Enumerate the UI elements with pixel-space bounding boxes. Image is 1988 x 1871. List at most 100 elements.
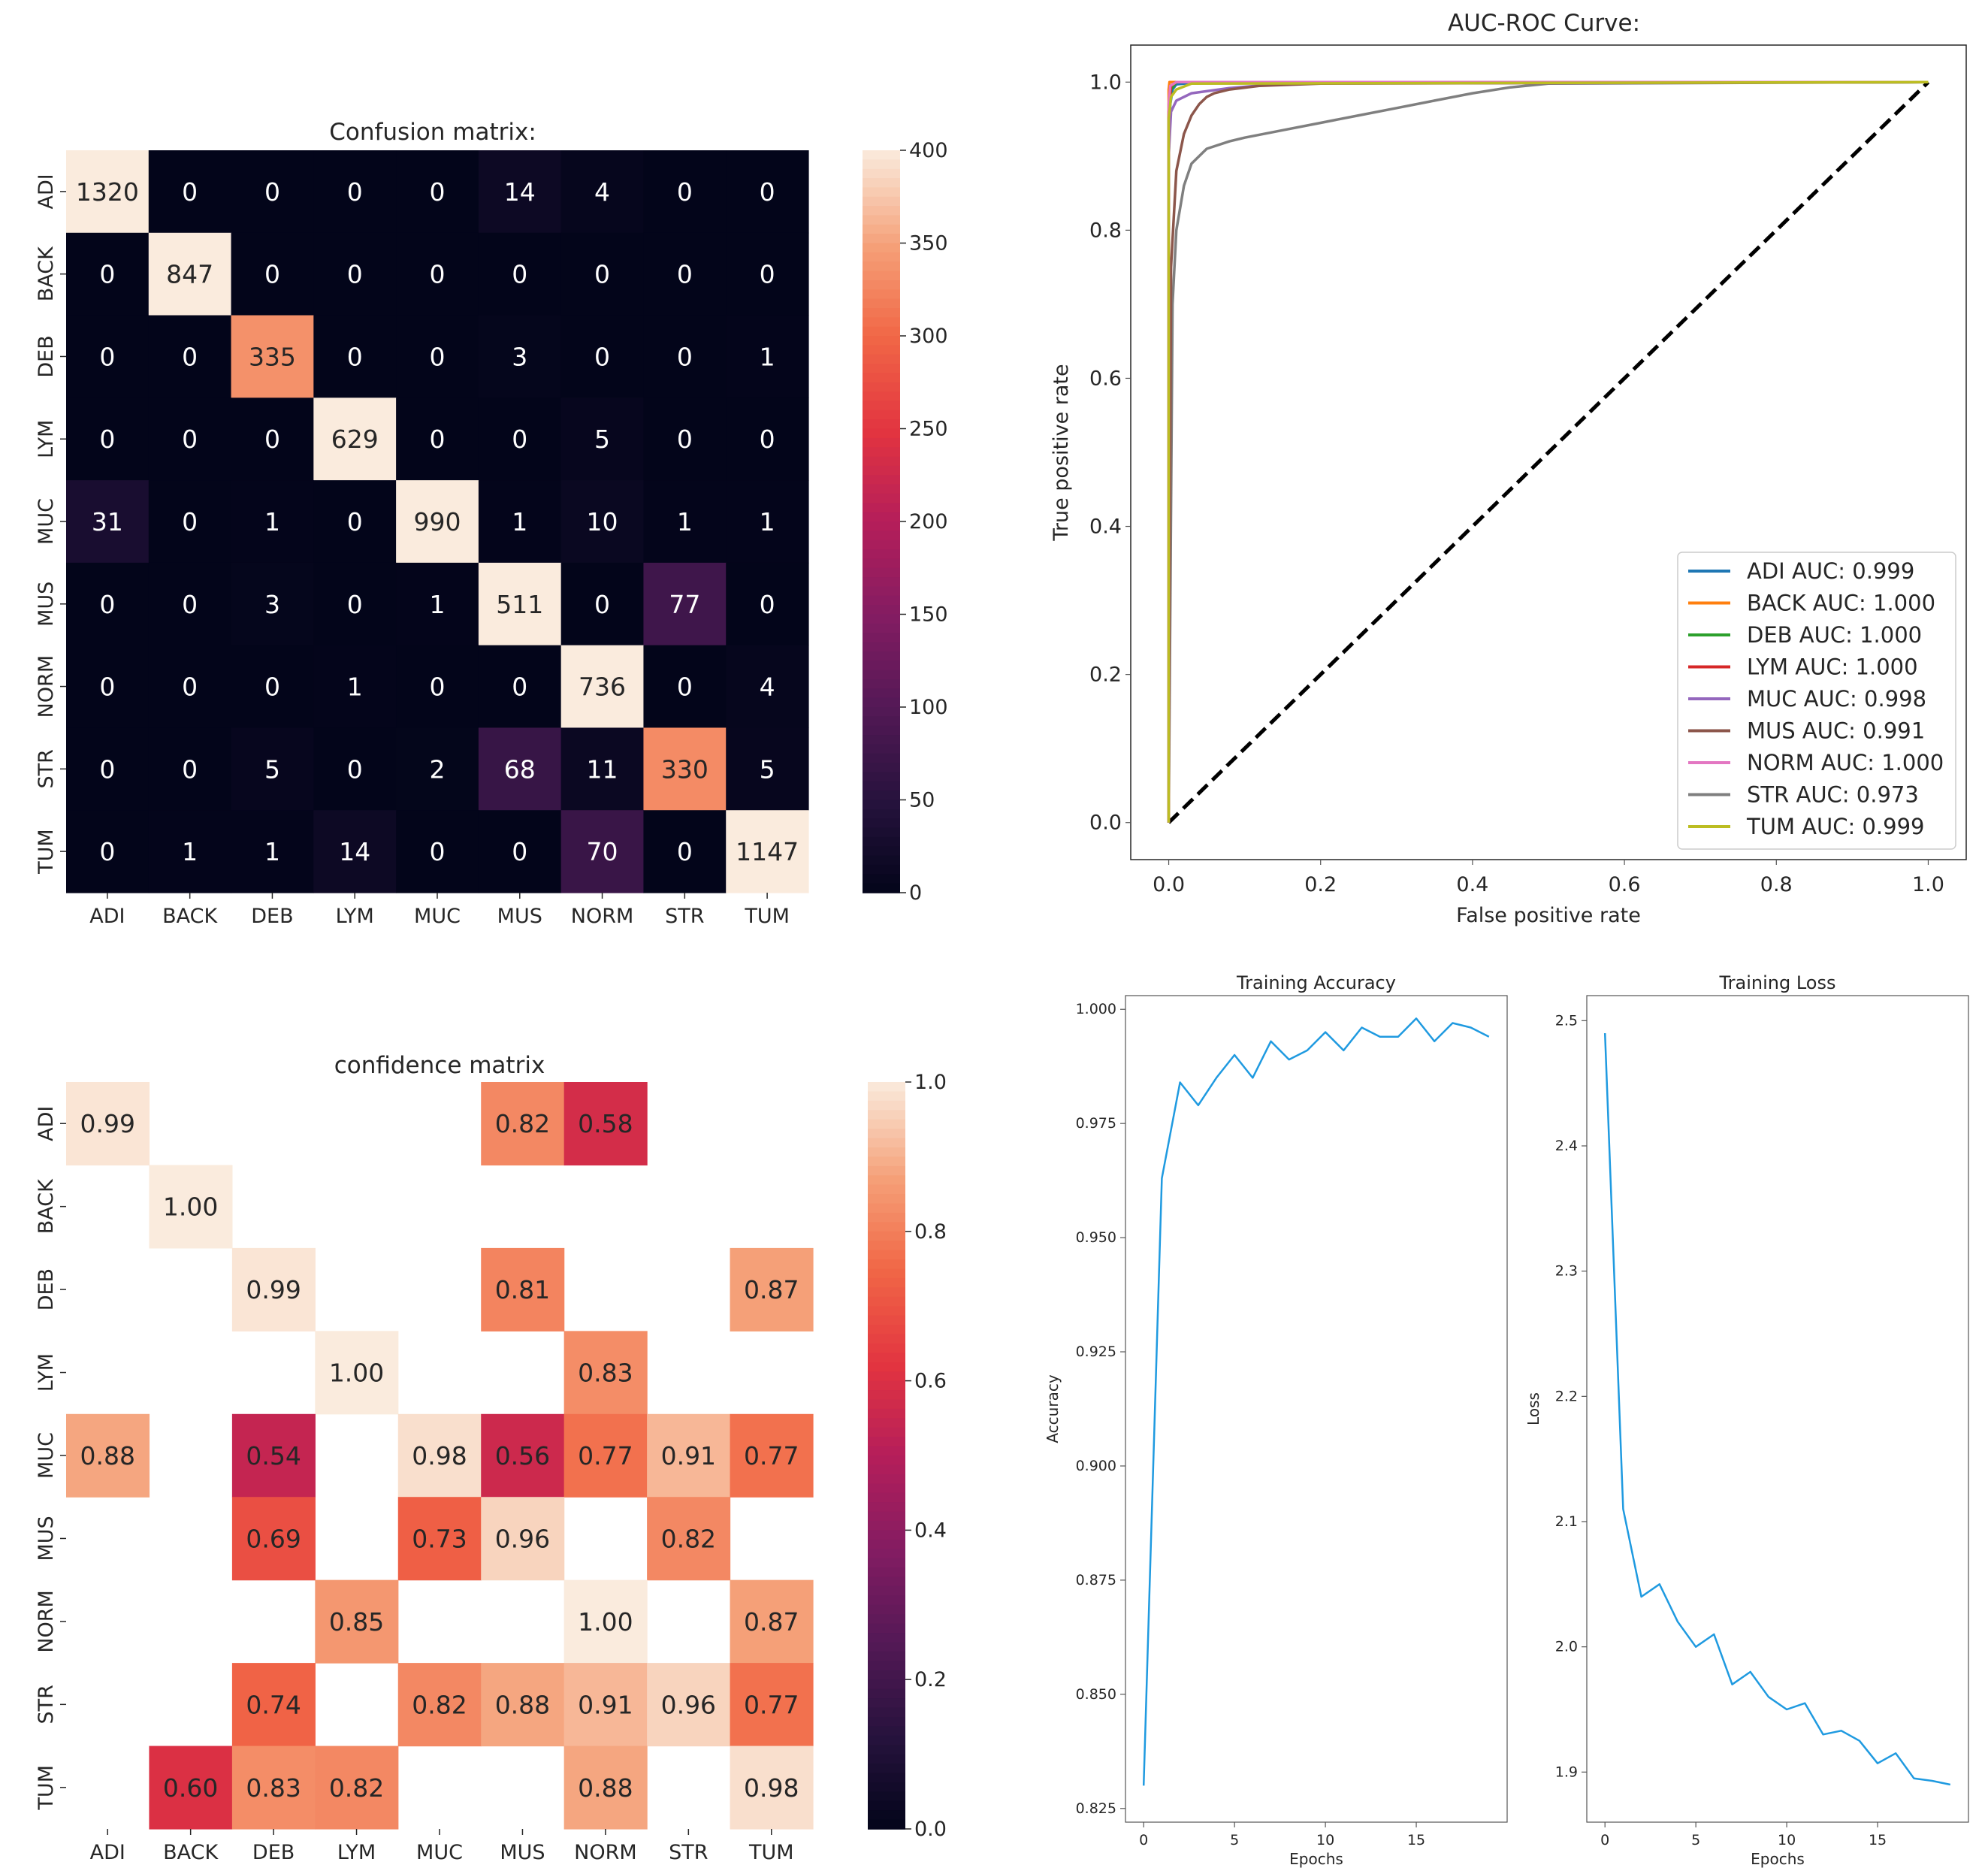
conf-colorbar-segment [868, 1595, 905, 1606]
conf-cell [481, 1082, 565, 1166]
cm-colorbar-segment [863, 809, 900, 819]
conf-colorbar-segment [868, 1446, 905, 1456]
cm-colorbar-segment [863, 168, 900, 179]
conf-cell-value: 0.96 [661, 1690, 716, 1719]
conf-colorbar-segment [868, 1437, 905, 1447]
conf-cell-value: 1.00 [163, 1192, 218, 1222]
conf-cell-value: 0.96 [495, 1524, 550, 1553]
cm-cell [66, 727, 150, 811]
conf-cell-value: 0.87 [744, 1275, 799, 1304]
cm-cell-value: 511 [496, 590, 543, 619]
cm-colorbar-segment [863, 243, 900, 253]
cm-cell-value: 5 [264, 754, 280, 784]
cm-xtick-label: TUM [744, 905, 790, 928]
cm-colorbar-segment [863, 577, 900, 588]
conf-colorbar-segment [868, 1268, 905, 1279]
cm-cell-value: 1147 [736, 837, 799, 866]
conf-colorbar-segment [868, 1222, 905, 1232]
conf-cell [481, 1413, 565, 1498]
roc-series-line [1167, 80, 1929, 823]
conf-cell-value: 0.98 [412, 1441, 467, 1471]
cm-cell-value: 0 [99, 425, 115, 454]
cm-cell [313, 480, 397, 564]
conf-colorbar-segment [868, 1418, 905, 1428]
cm-colorbar-segment [863, 345, 900, 355]
cm-cell-value: 5 [594, 425, 610, 454]
acc-ytick-label: 0.975 [1076, 1115, 1116, 1132]
conf-cell-value: 0.99 [246, 1275, 301, 1304]
cm-colorbar-segment [863, 178, 900, 189]
cm-cell-value: 0 [99, 754, 115, 784]
cm-colorbar-segment [863, 595, 900, 606]
cm-cell [66, 397, 150, 481]
conf-cell-value: 1.00 [578, 1607, 633, 1637]
conf-colorbar-segment [868, 1455, 905, 1466]
cm-cell-value: 0 [182, 342, 198, 371]
conf-cell-value: 0.60 [163, 1773, 218, 1803]
cm-cell [478, 480, 562, 564]
conf-colorbar-segment [868, 1315, 905, 1325]
cm-cell-value: 31 [92, 507, 123, 537]
cm-colorbar-segment [863, 836, 900, 848]
cm-cell-value: 0 [430, 425, 446, 454]
conf-ytick-label: MUC [35, 1432, 58, 1479]
acc-xtick-label: 15 [1407, 1832, 1425, 1848]
roc-ytick-label: 1.0 [1089, 71, 1122, 94]
cm-ytick-label: ADI [35, 174, 58, 209]
cm-cell-value: 0 [430, 837, 446, 866]
cm-cell [66, 645, 150, 729]
roc-legend-label: DEB AUC: 1.000 [1747, 622, 1922, 648]
cm-cell [66, 562, 150, 646]
accuracy-ylabel: Accuracy [1044, 1374, 1062, 1443]
cm-cell [560, 315, 645, 398]
conf-cell-value: 0.82 [329, 1773, 384, 1803]
cm-colorbar-segment [863, 391, 900, 402]
conf-cell-value: 0.74 [246, 1690, 301, 1719]
conf-colorbar-segment [868, 1203, 905, 1214]
cm-cell-value: 77 [669, 590, 700, 619]
roc-series-line [1167, 80, 1929, 823]
cm-cell-value: 0 [264, 177, 280, 207]
cm-cell [148, 480, 232, 564]
conf-cell [231, 1413, 316, 1498]
conf-cell [149, 1746, 233, 1830]
loss-ytick-label: 2.2 [1555, 1388, 1578, 1404]
conf-colorbar-segment [868, 1119, 905, 1129]
conf-colorbar-segment [868, 1773, 905, 1783]
cm-colorbar-segment [863, 317, 900, 328]
accuracy-xlabel: Epochs [1289, 1850, 1343, 1868]
conf-cell [481, 1247, 565, 1331]
conf-colorbar-label: 0.8 [914, 1220, 947, 1244]
cm-cell-value: 847 [166, 260, 213, 289]
cm-cell-value: 3 [264, 590, 280, 619]
cm-xtick-label: MUC [414, 905, 461, 928]
conf-colorbar-segment [868, 1325, 905, 1335]
cm-cell-value: 0 [430, 177, 446, 207]
cm-cell-value: 0 [182, 425, 198, 454]
cm-colorbar-segment [863, 827, 900, 838]
cm-cell [231, 480, 314, 564]
cm-colorbar-label: 150 [909, 603, 948, 627]
roc-legend-label: MUC AUC: 0.998 [1747, 686, 1926, 712]
cm-cell [66, 810, 150, 893]
loss-ytick-label: 2.0 [1555, 1639, 1578, 1655]
conf-cell-value: 0.77 [744, 1690, 799, 1719]
roc-legend-label: STR AUC: 0.973 [1747, 782, 1919, 808]
roc-ytick-label: 0.8 [1089, 219, 1122, 242]
acc-ytick-label: 0.875 [1076, 1572, 1116, 1588]
cm-colorbar-segment [863, 697, 900, 708]
cm-cell [726, 480, 809, 564]
cm-cell-value: 629 [331, 425, 379, 454]
conf-colorbar-segment [868, 1371, 905, 1382]
cm-colorbar-segment [863, 307, 900, 319]
cm-colorbar-segment [863, 503, 900, 513]
conf-cell-value: 0.88 [80, 1441, 134, 1471]
acc-ytick-label: 0.825 [1076, 1800, 1116, 1817]
conf-colorbar-segment [868, 1520, 905, 1531]
conf-cell-value: 0.56 [495, 1441, 550, 1471]
acc-ytick-label: 0.950 [1076, 1229, 1116, 1246]
conf-cell-value: 0.54 [246, 1441, 301, 1471]
cm-xtick-label: ADI [89, 905, 125, 928]
cm-colorbar-segment [863, 790, 900, 801]
